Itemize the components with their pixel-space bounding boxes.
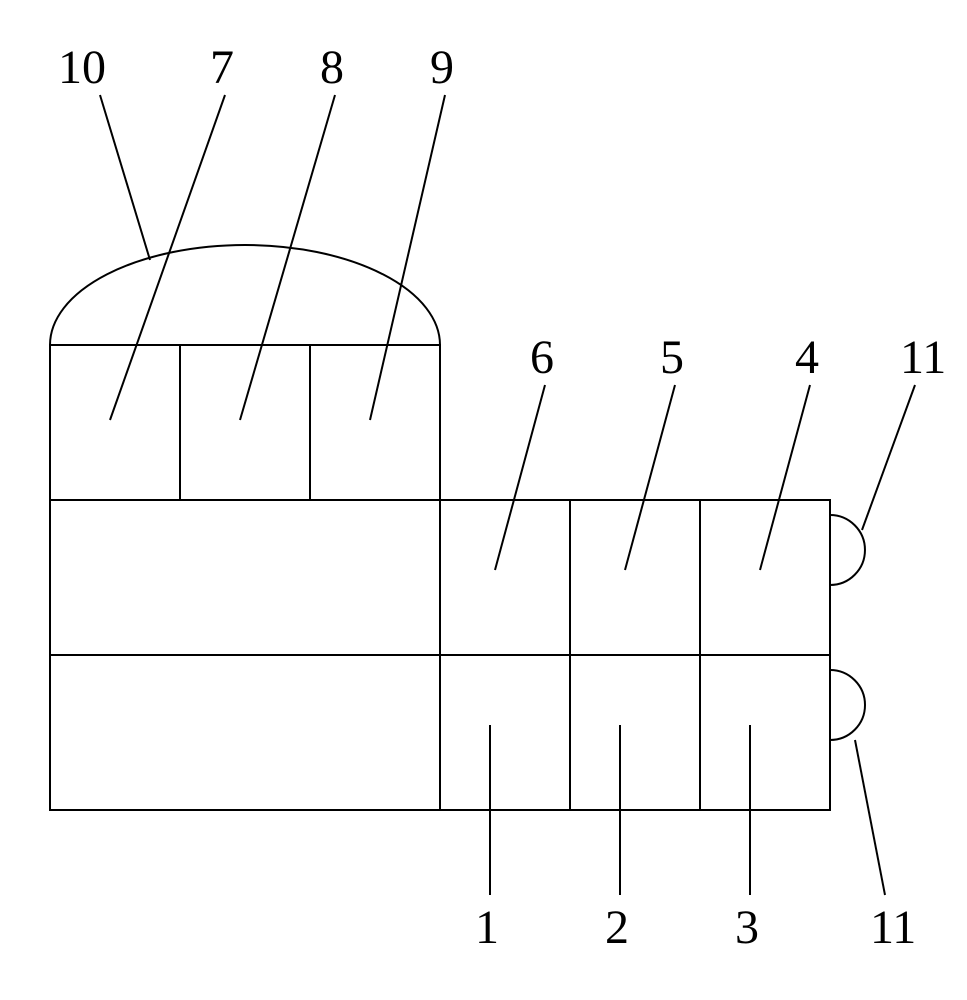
- label-5: 5: [660, 330, 684, 385]
- block-2: [570, 655, 700, 810]
- label-7: 7: [210, 40, 234, 95]
- arc-11-bot: [830, 670, 865, 740]
- leader-10: [100, 95, 150, 260]
- block-3: [700, 655, 830, 810]
- label-4: 4: [795, 330, 819, 385]
- block-left-row1: [50, 655, 440, 810]
- arc-10: [50, 245, 440, 345]
- leader-5: [625, 385, 675, 570]
- leader-4: [760, 385, 810, 570]
- block-4: [700, 500, 830, 655]
- label-3: 3: [735, 900, 759, 955]
- block-6: [440, 500, 570, 655]
- block-7: [50, 345, 180, 500]
- label-10: 10: [58, 40, 106, 95]
- leader-8: [240, 95, 335, 420]
- label-9: 9: [430, 40, 454, 95]
- block-9: [310, 345, 440, 500]
- label-2: 2: [605, 900, 629, 955]
- leader-7: [110, 95, 225, 420]
- block-1: [440, 655, 570, 810]
- leader-11b: [855, 740, 885, 895]
- label-8: 8: [320, 40, 344, 95]
- label-11a: 11: [900, 330, 946, 385]
- arc-11-top: [830, 515, 865, 585]
- label-6: 6: [530, 330, 554, 385]
- block-left-row2: [50, 500, 440, 655]
- leader-11a: [862, 385, 915, 530]
- label-11b: 11: [870, 900, 916, 955]
- label-1: 1: [475, 900, 499, 955]
- leader-9: [370, 95, 445, 420]
- leader-6: [495, 385, 545, 570]
- block-5: [570, 500, 700, 655]
- block-8: [180, 345, 310, 500]
